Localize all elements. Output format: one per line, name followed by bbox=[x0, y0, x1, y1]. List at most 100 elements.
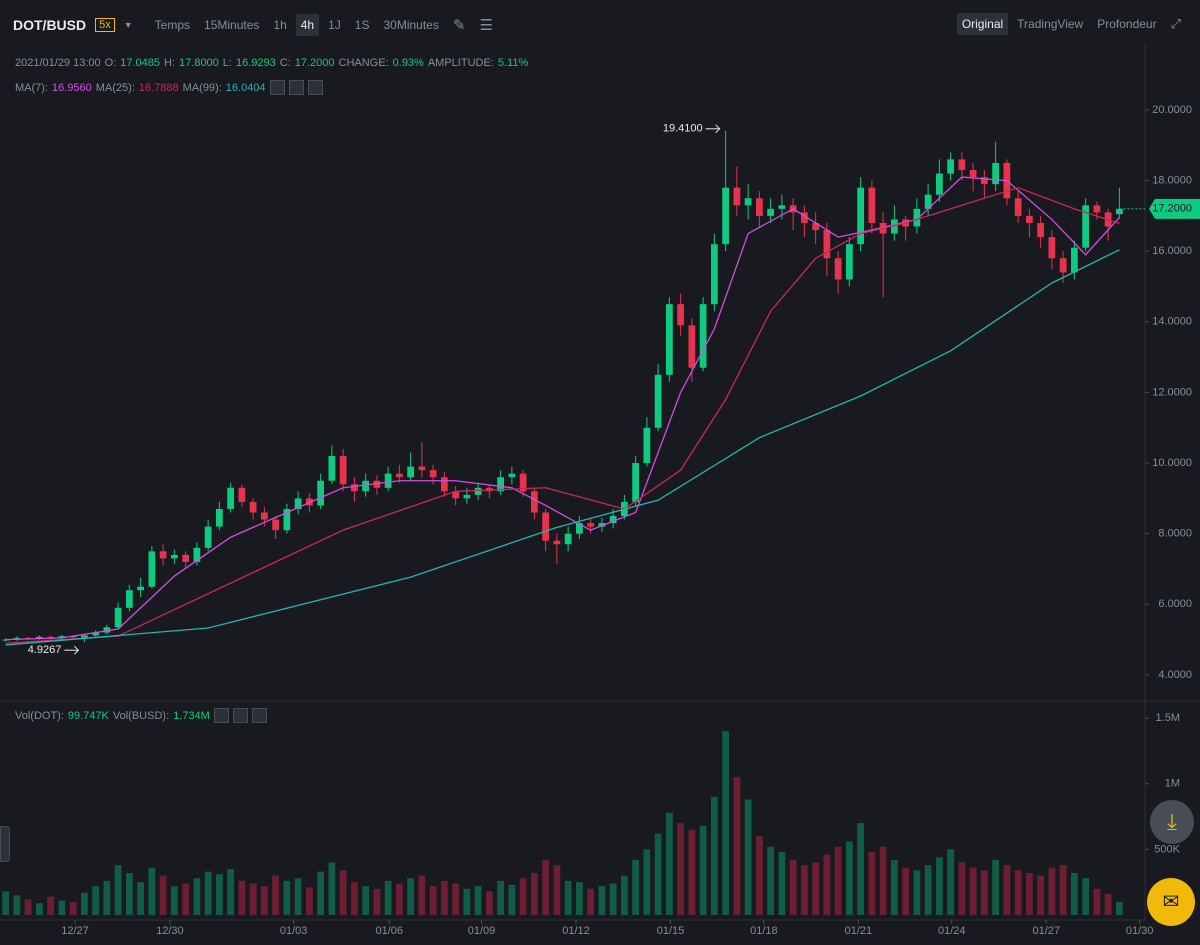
candle-body bbox=[654, 374, 662, 428]
last-price-tag bbox=[1149, 198, 1200, 219]
symbol[interactable]: DOT/BUSD bbox=[13, 17, 87, 33]
dropdown-icon[interactable]: ▼ bbox=[123, 20, 133, 30]
interval[interactable]: Temps bbox=[154, 18, 191, 32]
marker-label: 19.4100 bbox=[663, 123, 703, 135]
volume-bar bbox=[227, 869, 234, 915]
extreme-marker: 19.4100 bbox=[663, 123, 721, 135]
interval[interactable]: 1h bbox=[273, 18, 287, 32]
volume-bar bbox=[643, 849, 651, 915]
label: MA(99): bbox=[182, 81, 222, 94]
volume-bar bbox=[553, 865, 561, 915]
fullscreen-icon[interactable]: ⤢ bbox=[1170, 16, 1181, 31]
volume-bar bbox=[441, 880, 448, 915]
volume-bar bbox=[1104, 894, 1112, 915]
volume-bar bbox=[733, 777, 741, 915]
y-tick-label: 20.0000 bbox=[1152, 104, 1192, 116]
volume-bar bbox=[722, 731, 729, 915]
volume-bar bbox=[1071, 873, 1078, 915]
legend-icon[interactable] bbox=[288, 80, 304, 95]
interval[interactable]: 15Minutes bbox=[204, 18, 260, 32]
candle-body bbox=[159, 551, 167, 559]
interval[interactable]: 30Minutes bbox=[383, 18, 439, 32]
chat-button[interactable]: ✉ bbox=[1147, 878, 1195, 926]
volume-bar bbox=[486, 891, 493, 915]
interval[interactable]: 4h bbox=[295, 14, 320, 36]
label: MA(25): bbox=[95, 81, 135, 94]
label: Vol(DOT): bbox=[15, 709, 64, 722]
volume-bar bbox=[103, 880, 111, 915]
view[interactable]: Original bbox=[956, 13, 1009, 35]
legend-icon[interactable] bbox=[307, 80, 323, 95]
volume-bar bbox=[396, 883, 403, 915]
marker-label: 4.9267 bbox=[28, 644, 62, 656]
y-tick-label: 16.0000 bbox=[1152, 245, 1192, 257]
label: CHANGE: bbox=[338, 57, 389, 69]
download-button[interactable]: ⤓ bbox=[1150, 800, 1194, 844]
candle-body bbox=[47, 636, 54, 638]
candle-body bbox=[576, 523, 583, 534]
candle-body bbox=[632, 463, 639, 502]
volume-bar bbox=[126, 873, 133, 915]
candle-body bbox=[688, 325, 696, 368]
toolbar: DOT/BUSD 5x ▼ Temps 15Minutes 1h 4h 1J 1… bbox=[8, 12, 498, 38]
value: 0.93% bbox=[392, 57, 424, 69]
x-tick-label: 01/27 bbox=[1032, 925, 1060, 937]
candle-body bbox=[778, 205, 786, 209]
volume-bar bbox=[1059, 865, 1067, 915]
legend-icon[interactable] bbox=[232, 708, 248, 723]
x-tick-label: 01/09 bbox=[468, 925, 496, 937]
x-tick-label: 01/06 bbox=[375, 925, 403, 937]
volume-bar bbox=[137, 882, 144, 915]
volume-bar bbox=[283, 880, 291, 915]
volume-bar bbox=[182, 883, 189, 915]
view[interactable]: TradingView bbox=[1017, 17, 1084, 31]
time: 2021/01/29 13:00 bbox=[15, 57, 101, 69]
view[interactable]: Profondeur bbox=[1097, 17, 1157, 31]
candle-body bbox=[148, 551, 156, 587]
volume-bar bbox=[429, 886, 437, 915]
candle-body bbox=[1116, 208, 1123, 215]
interval[interactable]: 1J bbox=[328, 18, 341, 32]
legend-icon[interactable] bbox=[251, 708, 267, 723]
draw-icon[interactable]: ✎ bbox=[452, 17, 466, 34]
volume-bar bbox=[92, 886, 99, 915]
candle-body bbox=[429, 470, 437, 478]
candle-body bbox=[677, 304, 684, 326]
legend-icon[interactable] bbox=[213, 708, 229, 723]
volume-bar bbox=[306, 887, 313, 915]
candle-body bbox=[564, 533, 572, 545]
candle-body bbox=[238, 487, 246, 502]
volume-bar bbox=[834, 846, 842, 915]
volume-bar bbox=[272, 875, 279, 915]
ma-line bbox=[5, 186, 1120, 644]
volume-bar bbox=[936, 857, 943, 915]
volume-bar bbox=[632, 859, 639, 915]
volume-bar bbox=[1037, 875, 1044, 915]
candle-body bbox=[913, 208, 921, 227]
candle-body bbox=[553, 540, 561, 545]
interval[interactable]: 1S bbox=[354, 18, 370, 32]
legend-icon[interactable] bbox=[269, 80, 285, 95]
value: 17.2000 bbox=[294, 57, 335, 69]
volume-bar bbox=[846, 841, 853, 915]
volume-bar bbox=[688, 829, 696, 915]
candle-body bbox=[756, 198, 763, 216]
leverage[interactable]: 5x bbox=[95, 18, 115, 32]
side-tab[interactable] bbox=[0, 826, 10, 862]
volume-bar bbox=[384, 880, 392, 915]
x-tick-label: 01/30 bbox=[1126, 925, 1154, 937]
volume-bar bbox=[463, 888, 471, 915]
candle-body bbox=[699, 304, 707, 368]
volume-bar bbox=[362, 886, 369, 915]
candle-body bbox=[1048, 237, 1056, 259]
volume-bar bbox=[902, 867, 909, 915]
volume-bar bbox=[744, 799, 752, 915]
settings-icon[interactable]: ☰ bbox=[479, 17, 493, 34]
y-tick-label: 8.0000 bbox=[1158, 528, 1192, 540]
volume-bar bbox=[36, 903, 43, 915]
y-tick-label: 12.0000 bbox=[1152, 386, 1192, 398]
label: O: bbox=[104, 57, 117, 69]
value: 1.734M bbox=[173, 709, 210, 722]
volume-bar bbox=[598, 886, 606, 915]
